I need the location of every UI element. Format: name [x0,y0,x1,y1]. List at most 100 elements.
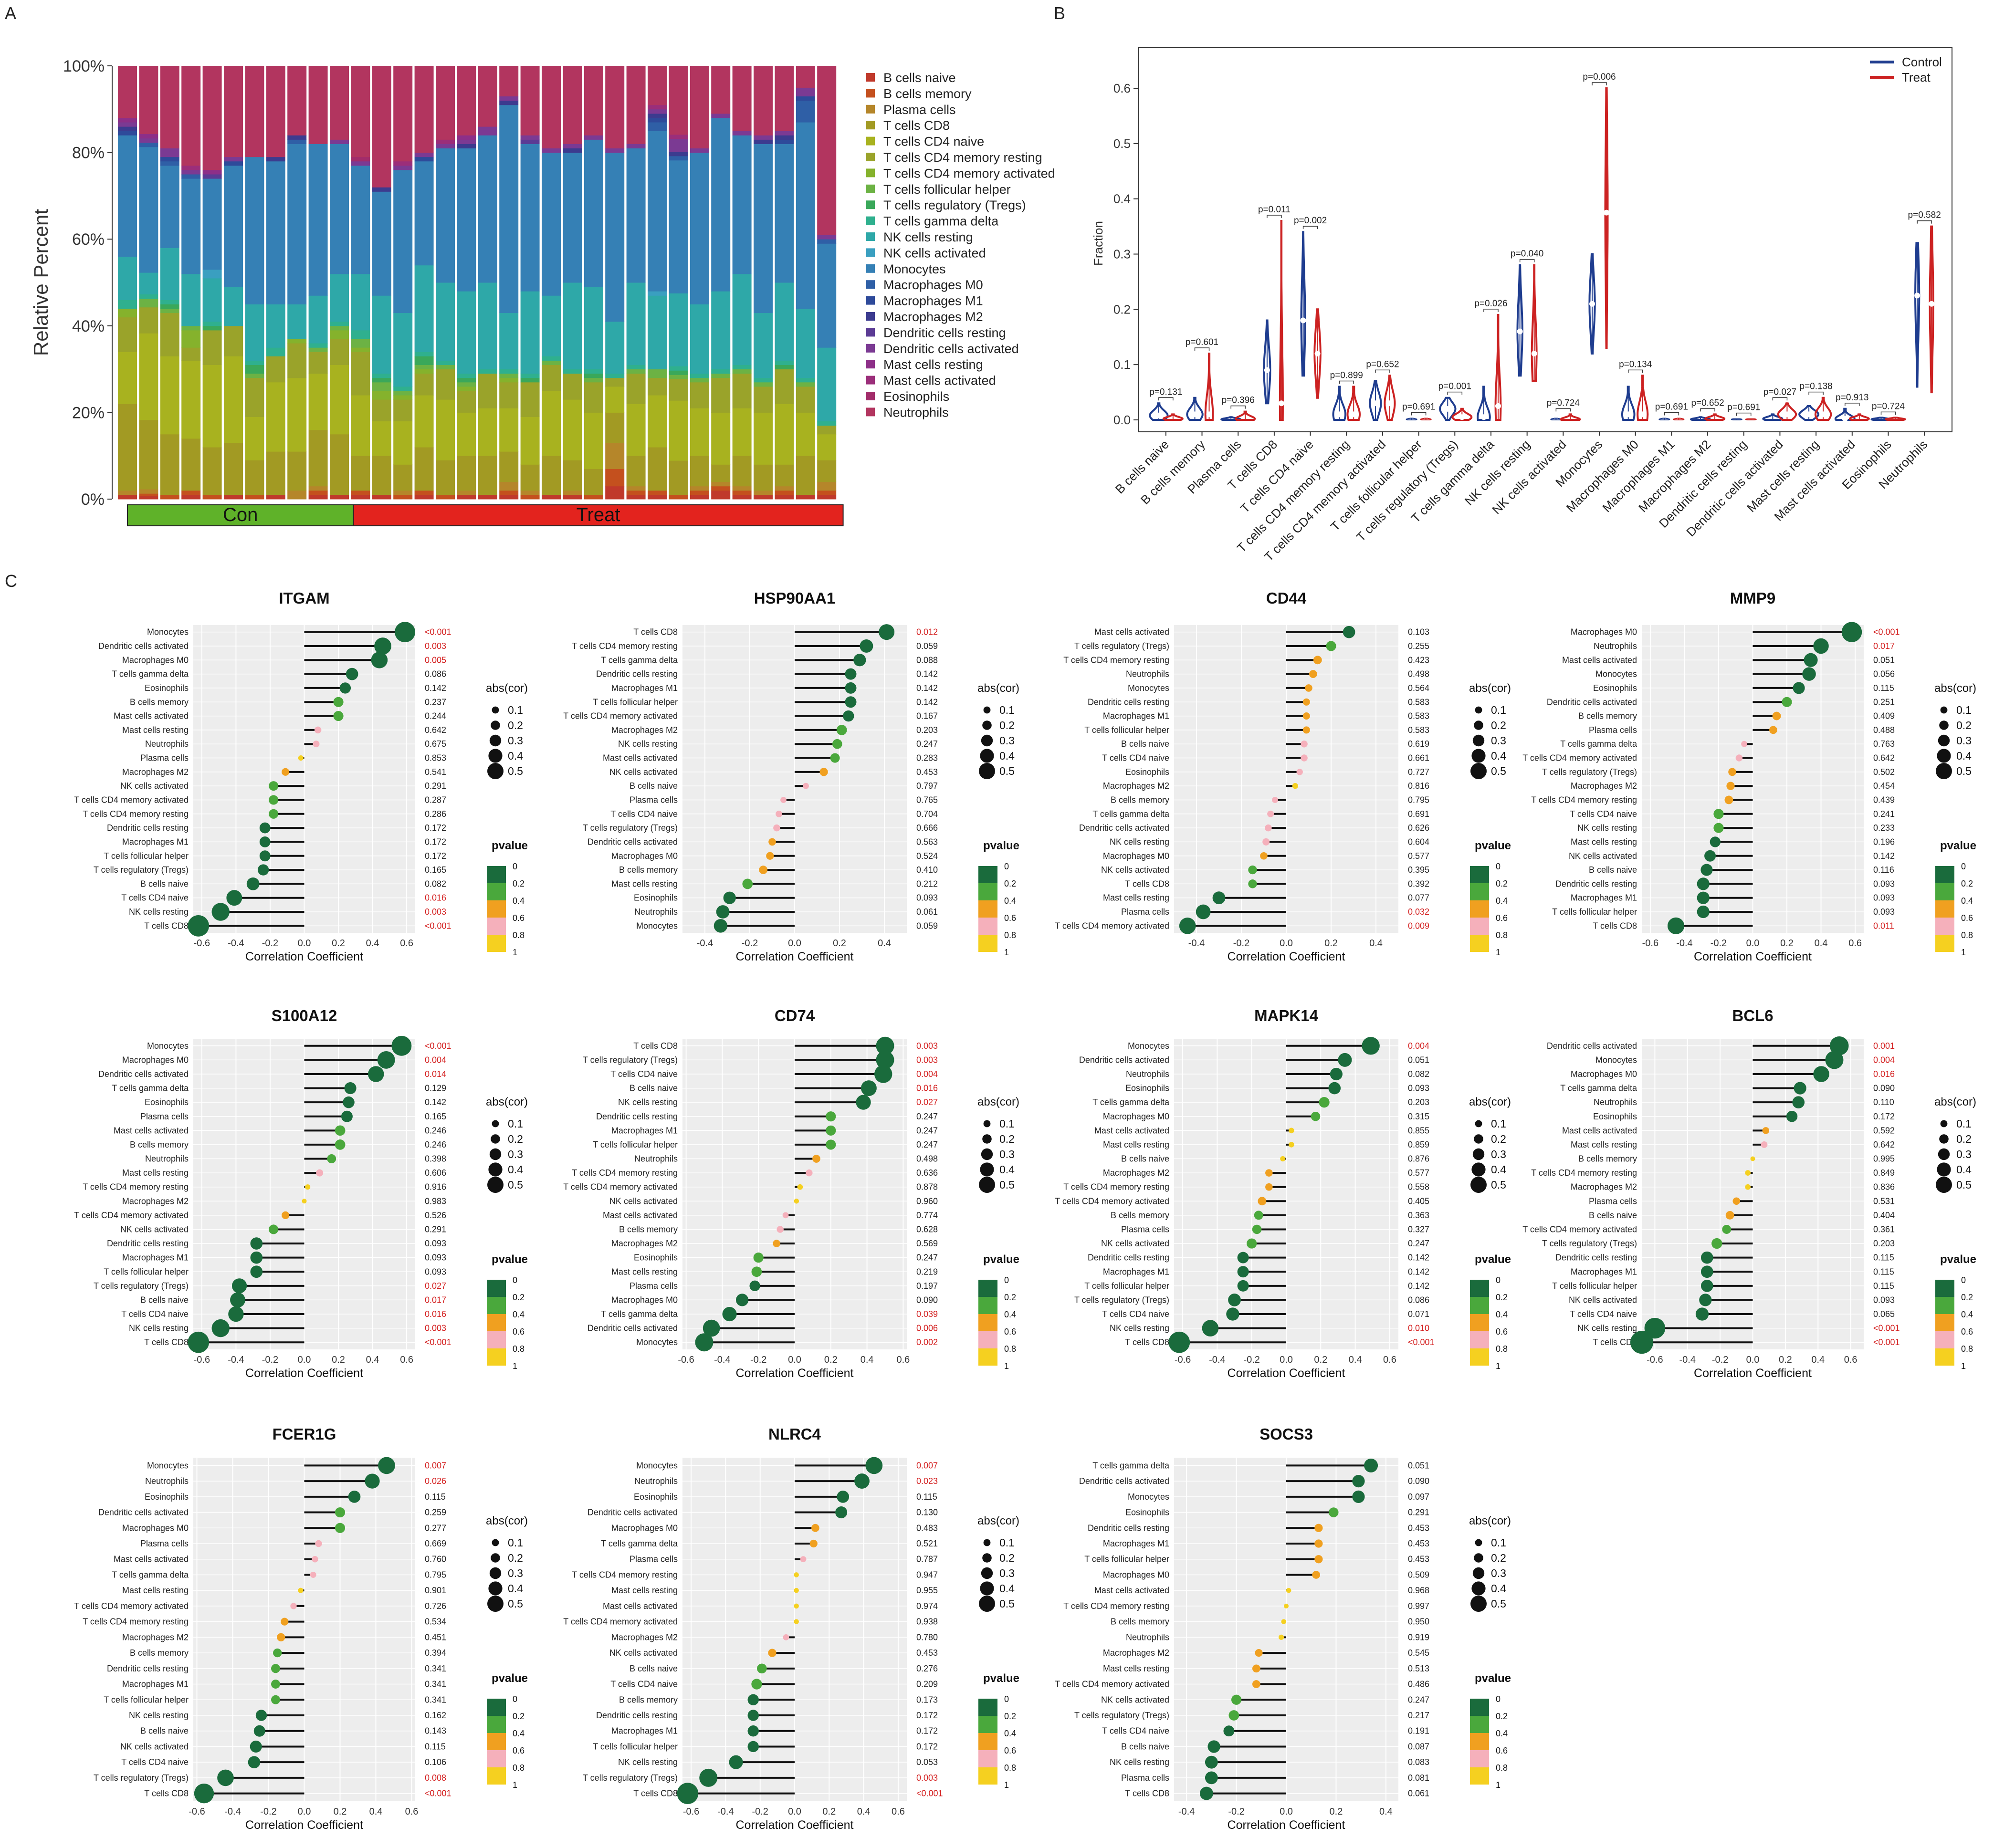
lollipop-dot [1248,879,1257,888]
row-label: Neutrophils [1126,1069,1169,1079]
group-label-treat: Treat [577,504,620,525]
pvalue-legend-swatch [487,900,506,918]
row-pvalue: 0.642 [425,725,446,735]
bar-segment [542,152,561,296]
lollipop-dot [255,1710,267,1721]
row-pvalue: 0.065 [1873,1309,1895,1319]
lollipop-dot [1700,1280,1713,1292]
row-label: Plasma cells [140,753,189,763]
size-legend-title: abs(cor) [486,1096,528,1108]
row-label: Mast cells activated [1562,1126,1637,1135]
row-pvalue: 0.088 [916,655,938,665]
bar-segment [817,243,837,348]
bar-segment [732,408,752,456]
pvalue-legend-label: 1 [1496,948,1501,957]
bar-segment [224,157,243,162]
p-value-label: p=0.582 [1908,210,1941,220]
row-label: B cells naive [1589,1211,1637,1220]
row-pvalue: 0.950 [1408,1617,1429,1627]
row-pvalue: 0.642 [1873,1140,1895,1149]
lollipop-dot [348,1490,361,1503]
bar-segment [118,135,137,257]
row-label: NK cells resting [1577,823,1637,833]
p-value-label: p=0.396 [1222,396,1255,406]
bar-segment [414,494,434,500]
row-pvalue: 0.233 [1873,823,1895,833]
row-pvalue: 0.916 [425,1182,446,1192]
p-value-label: p=0.691 [1727,403,1760,413]
violin-chart: 0.00.10.20.30.40.50.6FractionControlTrea… [1091,47,1952,564]
row-pvalue: 0.093 [1873,879,1895,888]
pvalue-legend-label: 0.2 [513,879,525,888]
row-pvalue: 0.115 [1873,1281,1894,1291]
lollipop-dot [854,1473,870,1489]
bar-segment [669,495,688,500]
pvalue-legend-label: 0.4 [1004,1310,1016,1319]
row-label: T cells follicular helper [1084,1281,1169,1291]
bar-segment [118,126,137,131]
bar-segment [245,365,264,374]
bar-segment [796,494,815,500]
bar-segment [754,66,773,136]
row-label: T cells CD8 [1125,1789,1169,1798]
legend-label: T cells CD8 [883,118,950,133]
row-pvalue: 0.247 [1408,1239,1429,1248]
row-pvalue: 0.011 [1873,921,1894,930]
lollipop-dot [1793,682,1805,694]
row-pvalue: 0.453 [916,767,938,777]
row-label: Monocytes [1595,1055,1637,1065]
bar-segment [478,408,497,456]
bar-segment [308,144,328,296]
lollipop-dot [313,741,320,748]
legend-swatch [866,312,875,321]
legend-swatch [866,104,875,114]
row-pvalue: 0.051 [1408,1461,1429,1470]
row-label: T cells CD4 memory resting [1063,1182,1169,1192]
lollipop-dot [1296,769,1303,775]
pvalue-legend-label: 0.4 [1496,1729,1508,1738]
lollipop-dot [876,1036,894,1055]
row-pvalue: 0.960 [916,1196,938,1206]
lollipop-dot [1168,1331,1190,1353]
bar-segment [732,373,752,408]
bar-segment [711,117,731,292]
y-tick-label: 0.4 [1113,192,1131,206]
violin-median [1386,400,1393,407]
bar-segment [542,365,561,391]
size-legend-label: 0.3 [1491,1148,1506,1160]
row-label: Dendritic cells resting [1555,879,1637,888]
violin-shape [1494,313,1502,421]
lollipop-dot [777,1226,784,1233]
row-label: T cells CD8 [633,1041,678,1051]
bar-segment [584,469,603,495]
row-label: Macrophages M0 [611,851,678,861]
pvalue-legend-swatch [978,866,997,883]
x-tick-label: -0.2 [1712,1355,1728,1365]
bar-segment [351,157,370,162]
bar-segment [775,404,794,465]
row-pvalue: 0.938 [916,1617,938,1627]
lollipop-plot-fcer1g: FCER1G-0.6 -0.4 -0.2 0.0 0.2 0.4 0.6Correlatio… [74,1425,528,1832]
violin-shape [1673,418,1685,420]
bar-segment [648,104,667,110]
p-bracket [1230,405,1246,409]
legend-swatch [866,296,875,305]
bar-segment [245,373,264,378]
pvalue-legend-swatch [1935,1314,1954,1331]
row-label: Neutrophils [145,1476,189,1486]
pvalue-legend-label: 0 [1004,862,1009,871]
lollipop-dot [1311,1111,1321,1121]
row-pvalue: 0.797 [916,781,938,791]
bar-segment [224,325,243,356]
bar-segment [690,377,709,383]
row-pvalue: 0.453 [916,1648,938,1658]
bar-segment [563,460,582,491]
pvalue-legend-label: 0 [513,862,517,871]
p-bracket [1808,391,1824,395]
row-pvalue: 0.255 [1408,641,1429,651]
row-pvalue: 0.795 [425,1570,446,1579]
violin-shape [1658,418,1670,420]
violin-median [1820,411,1826,418]
bar-segment [372,391,391,400]
row-pvalue: 0.003 [916,1041,938,1051]
